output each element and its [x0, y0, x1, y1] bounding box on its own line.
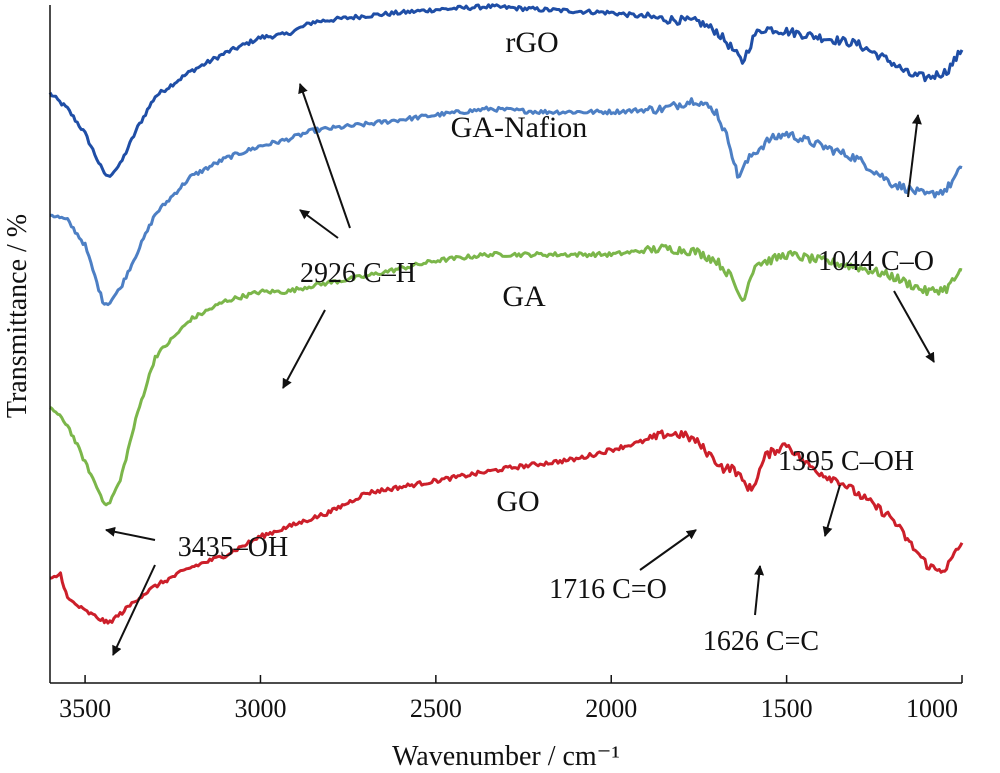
annotation-arrow — [754, 565, 765, 616]
x-tick-label: 2000 — [585, 694, 637, 723]
annotation-arrow — [299, 209, 339, 239]
annotation-label: 1716 C=O — [549, 574, 667, 605]
annotation-label: 2926 C–H — [300, 258, 416, 289]
x-tick-label: 1000 — [906, 694, 958, 723]
annotation-label: 1395 C–OH — [778, 446, 914, 477]
series-line — [49, 429, 964, 625]
annotation-arrow — [907, 114, 922, 198]
series-label: GO — [496, 485, 539, 518]
x-axis-label: Wavenumber / cm⁻¹ — [392, 741, 620, 772]
series-line — [49, 243, 963, 507]
x-tick-label: 1500 — [761, 694, 813, 723]
annotation-arrow — [105, 526, 156, 541]
annotation-arrow — [639, 529, 697, 571]
x-axis-ticks: 3500 3000 2500 2000 1500 1000 — [59, 675, 963, 723]
annotation-arrow — [822, 484, 841, 537]
series-label: GA — [502, 280, 546, 313]
annotation-arrow — [298, 83, 351, 229]
y-axis-label: Transmittance / % — [2, 214, 33, 418]
x-tick-label: 3000 — [234, 694, 286, 723]
series-label: rGO — [505, 26, 558, 59]
annotation-arrow — [893, 290, 935, 363]
x-tick-label: 2500 — [410, 694, 462, 723]
series-line — [48, 3, 964, 178]
annotation-label: 1626 C=C — [703, 626, 819, 657]
annotations: 3435–OH 2926 C–H 1044 C–O 1716 C=O 1626 C=C 1… — [105, 83, 935, 657]
series-lines — [48, 3, 964, 625]
annotation-arrow — [282, 309, 326, 389]
series-label: GA-Nafion — [451, 111, 588, 144]
series-line — [49, 97, 963, 307]
annotation-arrow — [112, 564, 156, 656]
x-tick-label: 3500 — [59, 694, 111, 723]
annotation-label: 1044 C–O — [818, 246, 934, 277]
annotation-label: 3435–OH — [178, 532, 288, 563]
series-labels: rGO GA-Nafion GA GO — [451, 26, 588, 518]
